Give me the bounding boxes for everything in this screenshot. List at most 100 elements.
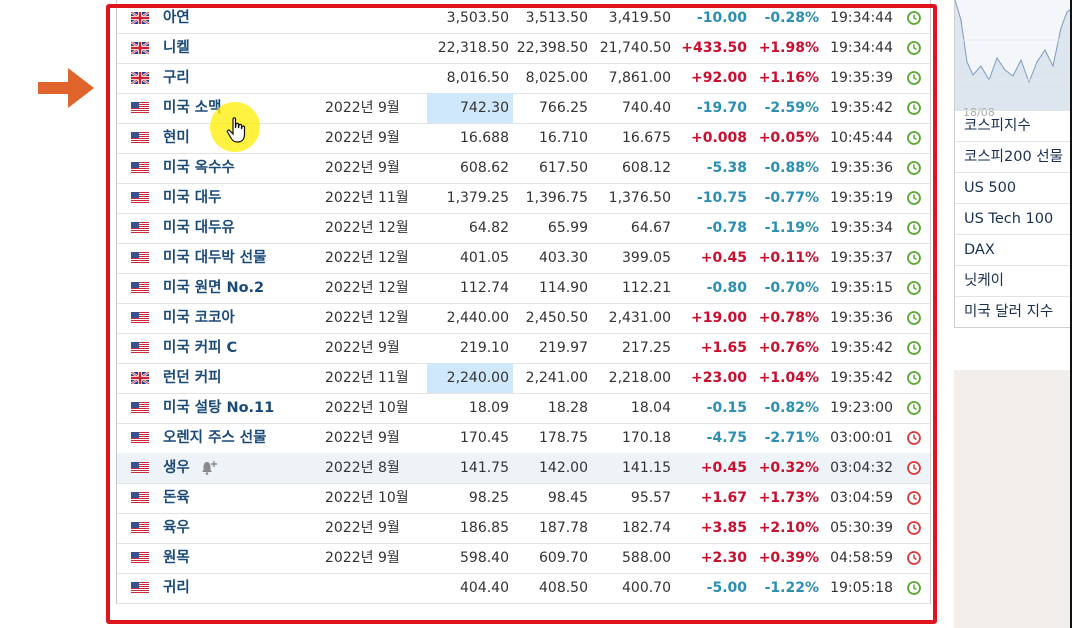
high-price: 18.28: [547, 400, 588, 416]
clock-icon: [907, 461, 921, 475]
commodity-name-link[interactable]: 미국 대두박 선물: [163, 250, 267, 266]
index-list-item[interactable]: 미국 달러 지수: [955, 296, 1072, 327]
last-price: 608.62: [460, 160, 509, 176]
change-value: +2.30: [700, 550, 747, 566]
contract-month: 2022년 10월: [325, 490, 409, 506]
index-list-item[interactable]: US Tech 100: [955, 203, 1072, 234]
update-time: 19:35:39: [830, 70, 893, 86]
change-value: -0.15: [706, 400, 747, 416]
us-flag-icon: [131, 312, 149, 324]
commodity-name-link[interactable]: 아연: [163, 10, 190, 26]
commodity-name-link[interactable]: 육우: [163, 520, 190, 536]
low-price: 2,431.00: [608, 310, 671, 326]
contract-month: 2022년 12월: [325, 310, 409, 326]
us-flag-icon: [131, 252, 149, 264]
index-list-item[interactable]: 코스피200 선물: [955, 141, 1072, 172]
change-percent: -2.59%: [764, 100, 819, 116]
commodity-name-link[interactable]: 원목: [163, 550, 190, 566]
contract-month: 2022년 10월: [325, 400, 409, 416]
contract-month: 2022년 12월: [325, 280, 409, 296]
table-row: 미국 대두박 선물 2022년 12월 401.05 403.30 399.05 +0.4…: [117, 243, 930, 274]
commodity-name-link[interactable]: 미국 대두: [163, 190, 222, 206]
change-percent: -2.71%: [764, 430, 819, 446]
table-row: 육우 2022년 9월 186.85 187.78 182.74 +3.85 +2.10% 0…: [117, 513, 930, 544]
update-time: 19:05:18: [830, 580, 893, 596]
index-list-item[interactable]: 코스피지수: [955, 110, 1072, 141]
last-price: 64.82: [468, 220, 509, 236]
change-percent: +0.39%: [758, 550, 819, 566]
commodity-name-link[interactable]: 구리: [163, 70, 190, 86]
index-list-item[interactable]: DAX: [955, 234, 1072, 265]
update-time: 19:35:36: [830, 310, 893, 326]
high-price: 65.99: [547, 220, 588, 236]
commodity-name-link[interactable]: 오렌지 주스 선물: [163, 430, 267, 446]
high-price: 178.75: [539, 430, 588, 446]
commodity-name-link[interactable]: 미국 커피 C: [163, 340, 238, 356]
table-row: 오렌지 주스 선물 2022년 9월 170.45 178.75 170.18 -4.75…: [117, 423, 930, 454]
us-flag-icon: [131, 402, 149, 414]
commodity-name-link[interactable]: 미국 코코아: [163, 310, 235, 326]
change-value: +1.65: [700, 340, 747, 356]
commodity-name-link[interactable]: 런던 커피: [163, 370, 222, 386]
clock-icon: [907, 581, 921, 595]
commodity-name-link[interactable]: 미국 소맥: [163, 100, 222, 116]
update-time: 19:35:42: [830, 370, 893, 386]
change-percent: +0.78%: [758, 310, 819, 326]
update-time: 19:35:19: [830, 190, 893, 206]
table-row: 런던 커피 2022년 11월 2,240.00 2,241.00 2,218.00 +2…: [117, 363, 930, 394]
high-price: 1,396.75: [525, 190, 588, 206]
update-time: 04:58:59: [830, 550, 893, 566]
commodity-name-link[interactable]: 미국 설탕 No.11: [163, 400, 275, 416]
commodity-name-link[interactable]: 현미: [163, 130, 190, 146]
index-list-item[interactable]: US 500: [955, 172, 1072, 203]
clock-icon: [907, 401, 921, 415]
change-value: -5.38: [706, 160, 747, 176]
us-flag-icon: [131, 342, 149, 354]
hand-pointer-icon: [226, 117, 246, 143]
low-price: 141.15: [622, 460, 671, 476]
last-price: 170.45: [460, 430, 509, 446]
index-list-item[interactable]: 닛케이: [955, 265, 1072, 296]
update-time: 19:35:15: [830, 280, 893, 296]
commodity-name-link[interactable]: 생우: [163, 460, 190, 476]
table-row: 미국 설탕 No.11 2022년 10월 18.09 18.28 18.04 -0.15…: [117, 393, 930, 424]
change-percent: +0.32%: [758, 460, 819, 476]
commodity-name-link[interactable]: 귀리: [163, 580, 190, 596]
us-flag-icon: [131, 492, 149, 504]
mini-chart-plot: [954, 0, 1072, 110]
commodity-name-link[interactable]: 돈육: [163, 490, 190, 506]
chart-date-label: 18/08: [963, 106, 995, 119]
table-row: 구리 8,016.50 8,025.00 7,861.00 +92.00 +1.16% 19…: [117, 63, 930, 94]
change-percent: -0.88%: [764, 160, 819, 176]
high-price: 3,513.50: [525, 10, 588, 26]
change-value: +3.85: [700, 520, 747, 536]
uk-flag-icon: [130, 371, 150, 385]
commodity-name-link[interactable]: 미국 대두유: [163, 220, 235, 236]
add-alert-icon[interactable]: [201, 460, 219, 476]
commodity-name-link[interactable]: 니켈: [163, 40, 190, 56]
low-price: 399.05: [622, 250, 671, 266]
change-percent: +1.04%: [758, 370, 819, 386]
uk-flag-icon: [130, 11, 150, 25]
table-row: 귀리 404.40 408.50 400.70 -5.00 -1.22% 19:05:18: [117, 573, 930, 604]
change-percent: -0.28%: [764, 10, 819, 26]
table-row: 미국 원면 No.2 2022년 12월 112.74 114.90 112.21 -0.…: [117, 273, 930, 304]
clock-icon: [907, 101, 921, 115]
commodity-name-link[interactable]: 미국 원면 No.2: [163, 280, 265, 296]
clock-icon: [907, 251, 921, 265]
us-flag-icon: [131, 162, 149, 174]
commodity-name-link[interactable]: 미국 옥수수: [163, 160, 235, 176]
high-price: 609.70: [539, 550, 588, 566]
clock-icon: [907, 41, 921, 55]
contract-month: 2022년 9월: [325, 550, 400, 566]
last-price: 219.10: [460, 340, 509, 356]
clock-icon: [907, 131, 921, 145]
low-price: 217.25: [622, 340, 671, 356]
contract-month: 2022년 9월: [325, 100, 400, 116]
last-price: 2,240.00: [427, 363, 513, 393]
high-price: 114.90: [539, 280, 588, 296]
change-value: +433.50: [681, 40, 747, 56]
clock-icon: [907, 521, 921, 535]
change-percent: +0.11%: [758, 250, 819, 266]
clock-icon: [907, 191, 921, 205]
